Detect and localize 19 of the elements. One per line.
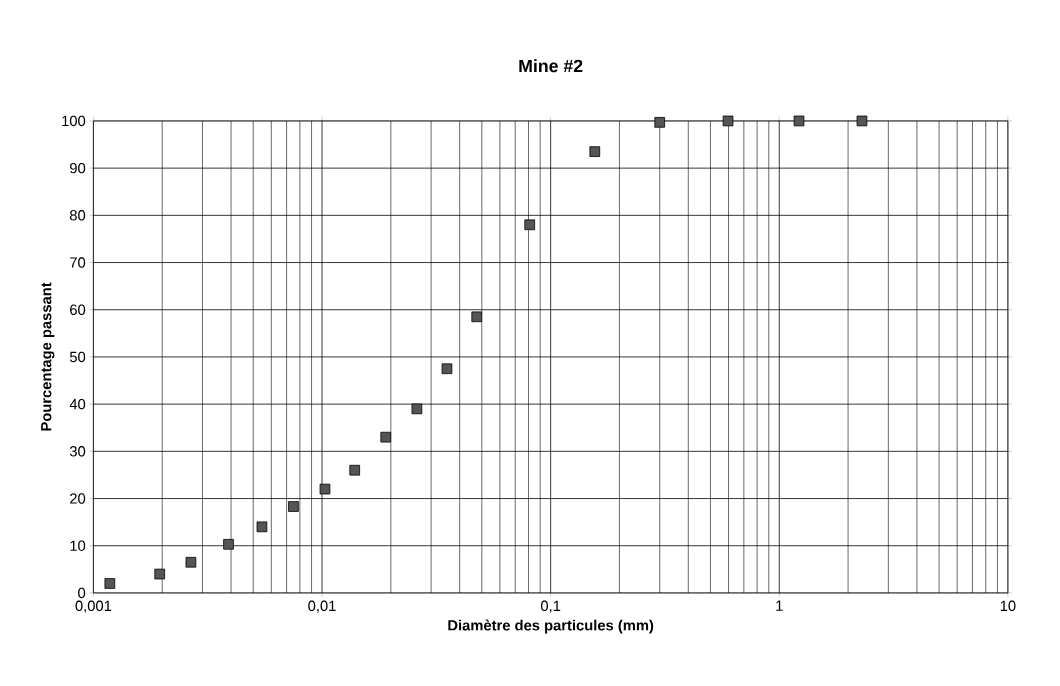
y-tick-label: 20: [70, 493, 86, 504]
y-tick-label: 80: [69, 209, 86, 221]
x-axis-title: Diamètre des particules (mm): [448, 619, 654, 634]
y-tick-label: 50: [69, 351, 86, 362]
y-tick-label: 30: [69, 445, 86, 457]
y-axis-title: Pourcentage passant: [41, 282, 55, 431]
chart-title: Mine #2: [519, 59, 583, 73]
x-tick-label: 0,1: [540, 600, 561, 613]
x-tick-label: 0,01: [308, 600, 336, 613]
y-tick-label: 60: [70, 304, 86, 315]
y-tick-label: 70: [70, 257, 86, 268]
y-tick-label: 100: [62, 115, 86, 126]
y-tick-label: 0: [78, 587, 86, 598]
x-tick-label: 0,001: [75, 600, 112, 613]
y-tick-label: 10: [70, 540, 86, 551]
y-tick-label: 40: [69, 398, 86, 410]
x-tick-label: 1: [776, 600, 783, 611]
y-tick-label: 90: [70, 162, 86, 174]
x-tick-label: 10: [1000, 600, 1016, 611]
